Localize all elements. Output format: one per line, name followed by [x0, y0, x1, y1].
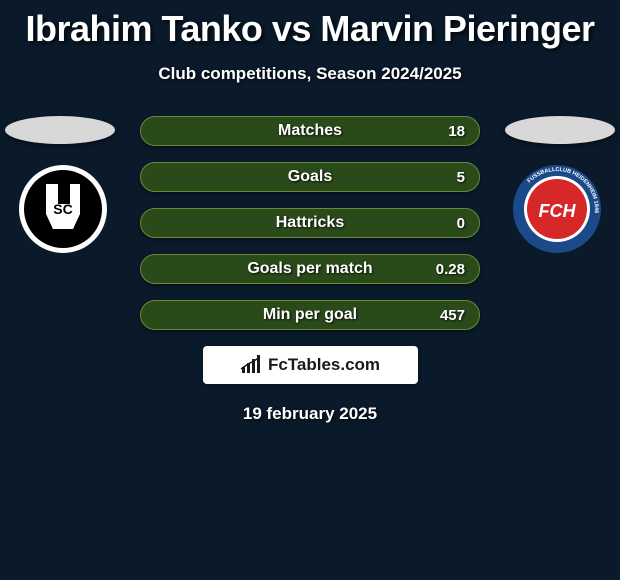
stat-row-matches: Matches 18 [140, 116, 480, 146]
stat-value: 5 [457, 169, 465, 186]
stats-list: Matches 18 Goals 5 Hattricks 0 Goals per… [140, 116, 480, 330]
comparison-area: SC FCH FUSSBALLCLUB HEIDENHEIM 1846 Matc… [0, 116, 620, 424]
sc-freiburg-badge: SC [18, 164, 108, 254]
player-oval-left [5, 116, 115, 144]
stat-label: Goals per match [247, 260, 372, 278]
fc-heidenheim-badge: FCH FUSSBALLCLUB HEIDENHEIM 1846 [512, 164, 602, 254]
page-title: Ibrahim Tanko vs Marvin Pieringer [0, 0, 620, 50]
stat-value: 0.28 [436, 261, 465, 278]
heidenheim-crest-icon: FCH FUSSBALLCLUB HEIDENHEIM 1846 [512, 164, 602, 254]
stat-label: Matches [278, 122, 342, 140]
brand-box[interactable]: FcTables.com [203, 346, 418, 384]
stat-value: 457 [440, 307, 465, 324]
stat-row-hattricks: Hattricks 0 [140, 208, 480, 238]
player-oval-right [505, 116, 615, 144]
stat-label: Hattricks [276, 214, 344, 232]
stat-row-goals: Goals 5 [140, 162, 480, 192]
stat-row-goals-per-match: Goals per match 0.28 [140, 254, 480, 284]
brand-label: FcTables.com [268, 355, 380, 375]
bar-chart-icon [240, 355, 264, 375]
freiburg-crest-icon: SC [18, 164, 108, 254]
svg-text:SC: SC [53, 201, 72, 217]
stat-value: 0 [457, 215, 465, 232]
stat-label: Min per goal [263, 306, 357, 324]
subtitle: Club competitions, Season 2024/2025 [0, 64, 620, 84]
stat-row-min-per-goal: Min per goal 457 [140, 300, 480, 330]
stat-value: 18 [448, 123, 465, 140]
date-label: 19 february 2025 [0, 404, 620, 424]
stat-label: Goals [288, 168, 332, 186]
svg-text:FCH: FCH [539, 201, 577, 221]
